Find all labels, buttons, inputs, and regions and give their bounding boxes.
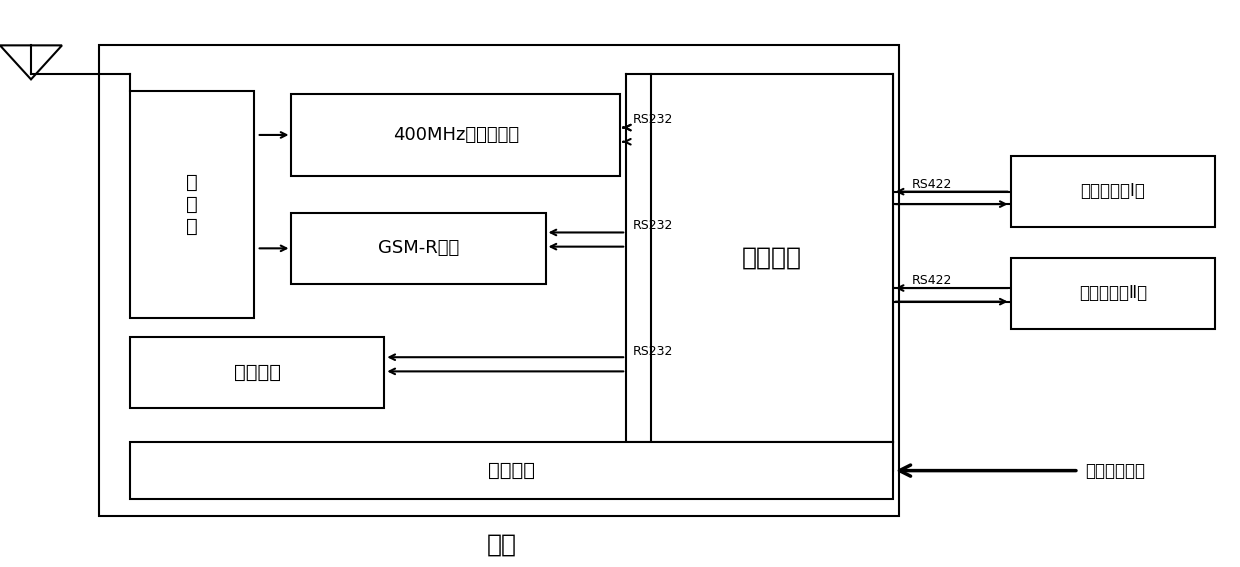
Text: RS422: RS422 xyxy=(911,178,952,191)
FancyBboxPatch shape xyxy=(1011,258,1215,329)
FancyBboxPatch shape xyxy=(99,45,899,516)
Text: RS232: RS232 xyxy=(632,219,673,231)
Text: 合
路
器: 合 路 器 xyxy=(186,172,198,236)
Text: RS232: RS232 xyxy=(632,345,673,358)
Text: 400MHz数字信道机: 400MHz数字信道机 xyxy=(393,126,518,143)
Text: 主机: 主机 xyxy=(487,532,517,556)
Text: 电源单元: 电源单元 xyxy=(489,461,534,480)
Text: 主控单元: 主控单元 xyxy=(742,246,802,270)
FancyBboxPatch shape xyxy=(1011,156,1215,227)
Text: RS422: RS422 xyxy=(911,274,952,287)
Text: RS232: RS232 xyxy=(632,113,673,125)
FancyBboxPatch shape xyxy=(651,74,893,442)
FancyBboxPatch shape xyxy=(130,337,384,408)
Text: 机车直流电源: 机车直流电源 xyxy=(1085,462,1145,480)
FancyBboxPatch shape xyxy=(130,91,254,318)
Text: 列尾控制盒Ⅰ端: 列尾控制盒Ⅰ端 xyxy=(1080,183,1146,200)
Text: 记录单元: 记录单元 xyxy=(234,363,280,382)
Text: 列尾控制盒Ⅱ端: 列尾控制盒Ⅱ端 xyxy=(1079,285,1147,302)
FancyBboxPatch shape xyxy=(291,94,620,176)
FancyBboxPatch shape xyxy=(291,213,546,284)
FancyBboxPatch shape xyxy=(130,442,893,499)
Text: GSM-R模块: GSM-R模块 xyxy=(378,239,459,257)
